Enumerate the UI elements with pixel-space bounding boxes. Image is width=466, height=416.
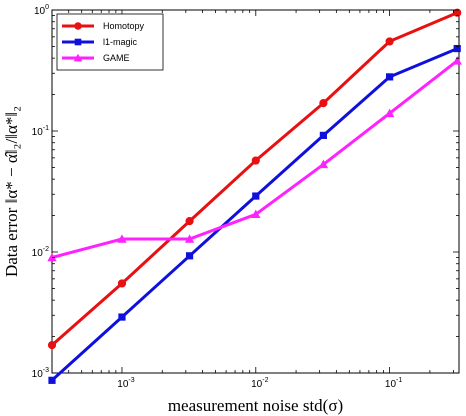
data-point [319, 131, 327, 139]
data-point [118, 313, 126, 321]
y-axis-label: Data error ‖α* − α̂‖₂/‖α*‖₂ [2, 106, 21, 277]
data-point [453, 44, 461, 53]
data-point [47, 252, 57, 262]
data-point [385, 37, 394, 46]
legend-item: Homotopy [62, 21, 145, 31]
x-tick-label: 10-2 [251, 377, 268, 390]
y-tick-label: 100 [34, 4, 49, 17]
data-point [47, 341, 57, 350]
data-point [184, 234, 195, 243]
plot-frame [51, 9, 460, 374]
plot-area [51, 9, 460, 374]
series-l1-magic [48, 44, 461, 384]
legend: Homotopy l1-magic GAME [56, 13, 164, 71]
data-point [48, 376, 56, 384]
data-point [318, 159, 329, 169]
series-game [47, 56, 462, 262]
data-point [386, 73, 394, 81]
y-tick-label: 10-3 [32, 367, 49, 380]
data-point [117, 234, 127, 243]
y-tick-label: 10-1 [32, 125, 49, 138]
legend-label: l1-magic [103, 37, 138, 47]
legend-item: GAME [62, 53, 130, 63]
data-point [117, 279, 127, 288]
data-point [74, 38, 82, 46]
data-point [251, 156, 260, 165]
ticks-layer: 10-3 10-2 10-1 10-3 10-2 10-1 100 [32, 4, 459, 390]
data-point [452, 56, 462, 65]
data-point [252, 192, 260, 200]
series-layer [47, 8, 462, 384]
x-tick-label: 10-3 [117, 377, 134, 390]
data-point [74, 22, 82, 30]
data-point [319, 99, 328, 108]
x-tick-label: 10-1 [385, 377, 402, 390]
x-axis-label: measurement noise std(σ) [168, 396, 343, 415]
legend-label: Homotopy [103, 21, 145, 31]
data-point [73, 53, 83, 62]
data-point [185, 217, 194, 226]
data-point [384, 108, 395, 118]
series-homotopy [47, 8, 462, 350]
data-point [251, 209, 261, 219]
data-point [185, 252, 194, 260]
y-tick-label: 10-2 [32, 246, 49, 259]
legend-item: l1-magic [62, 37, 138, 47]
legend-label: GAME [103, 53, 130, 63]
